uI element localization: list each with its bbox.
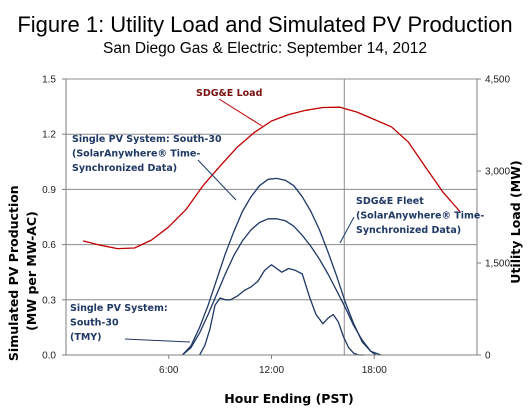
gridlines [66, 78, 477, 301]
chart-subtitle: San Diego Gas & Electric: September 14, … [103, 40, 427, 57]
annotation-2-line-0: SDG&E Fleet [356, 196, 424, 207]
annotation-1-line-0: Single PV System: South-30 [72, 134, 222, 145]
annotation-2-line-1: (SolarAnywhere® Time- [356, 211, 484, 222]
annotation-2-leader [339, 216, 355, 244]
tick-labels: 0.0 0.3 0.6 0.9 1.2 1.5 0 1,500 3,000 4,500 6:00 12… [42, 75, 510, 377]
annotation-0: SDG&E Load [196, 88, 262, 99]
annotation-3-line-0: Single PV System: [70, 303, 168, 314]
y-axis-right-label: Utility Load (MW) [508, 160, 523, 283]
y-left-tick-label-5: 1.5 [42, 75, 56, 86]
annotation-0-leader [218, 98, 263, 127]
series-line-0 [82, 106, 461, 250]
y-right-tick-label-1: 1,500 [485, 259, 510, 270]
y-right-tick-label-0: 0 [485, 351, 491, 362]
chart-title: Figure 1: Utility Load and Simulated PV … [17, 12, 512, 37]
y-axis-left-label: Simulated PV Production (MW per MW-AC) [6, 181, 39, 361]
x-axis-label: Hour Ending (PST) [224, 391, 353, 406]
annotations: SDG&E Load Single PV System: South-30 (Sol… [70, 88, 484, 343]
y-axis-left-label-line-1: Simulated PV Production [6, 185, 21, 361]
x-tick-label-1: 12:00 [259, 365, 284, 376]
annotation-1-line-2: Synchronized Data) [72, 163, 177, 174]
series-line-1 [181, 177, 377, 356]
axes [62, 78, 481, 359]
y-right-tick-label-3: 4,500 [485, 75, 510, 86]
annotation-2: SDG&E Fleet (SolarAnywhere® Time- Synchron… [356, 196, 484, 236]
series-lines [82, 106, 461, 356]
annotation-1-leader [197, 159, 237, 201]
annotation-3: Single PV System: South-30 (TMY) [70, 303, 168, 343]
x-tick-label-0: 6:00 [159, 365, 179, 376]
y-left-tick-label-4: 1.2 [42, 130, 56, 141]
annotation-3-leader [124, 338, 191, 343]
annotation-3-line-2: (TMY) [70, 332, 102, 343]
annotation-3-line-1: South-30 [70, 318, 119, 329]
x-tick-label-2: 18:00 [362, 365, 387, 376]
y-right-tick-label-2: 3,000 [485, 167, 510, 178]
series-line-2 [181, 218, 382, 356]
annotation-1: Single PV System: South-30 (SolarAnywhere… [72, 134, 222, 174]
y-left-tick-label-2: 0.6 [42, 240, 56, 251]
y-left-tick-label-0: 0.0 [42, 351, 56, 362]
annotation-1-line-1: (SolarAnywhere® Time- [72, 149, 200, 160]
y-axis-left-label-line-2: (MW per MW-AC) [24, 211, 39, 331]
annotation-0-line-0: SDG&E Load [196, 88, 262, 99]
annotation-2-line-2: Synchronized Data) [356, 225, 461, 236]
series-line-3 [199, 264, 364, 356]
y-left-tick-label-3: 0.9 [42, 185, 56, 196]
y-left-tick-label-1: 0.3 [42, 295, 56, 306]
